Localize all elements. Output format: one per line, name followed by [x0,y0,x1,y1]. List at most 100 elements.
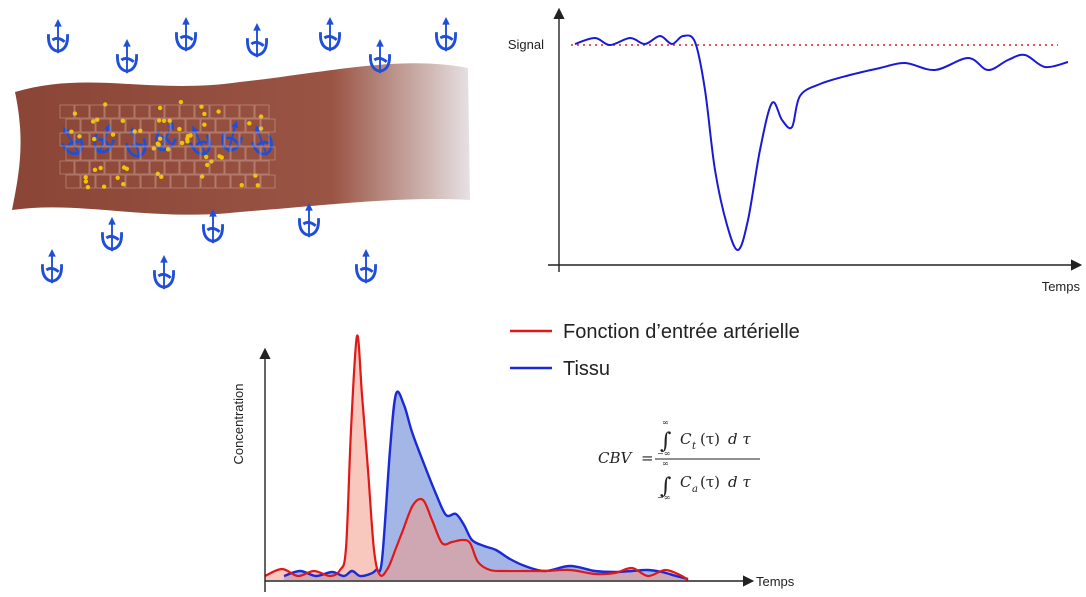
voxel-cell [224,104,240,119]
voxel-cell [119,104,135,119]
numerator-subscript: t [692,441,697,452]
voxel-cell [245,118,261,133]
contrast-particle [85,185,91,190]
legend-label-tissue: Tissu [563,358,610,380]
voxel-cell [215,118,231,133]
numerator-function: C [680,430,692,448]
voxel-cell [104,160,120,175]
voxel-cell [155,174,171,189]
voxel-cell [254,132,270,147]
voxel-cell [110,146,126,161]
voxel-cell [65,118,81,133]
voxel-cell [74,104,90,119]
contrast-particle [121,165,127,170]
voxel-cell [224,160,240,175]
denominator-argument: (τ) [700,473,720,491]
contrast-particle [178,99,184,105]
voxel-cell [185,146,201,161]
contrast-particle [156,118,162,123]
voxel-cell [245,146,261,161]
voxel-cell [134,104,150,119]
voxel-cell [125,146,141,161]
conc-y-label: Concentration [231,384,246,465]
voxel-cell [215,174,231,189]
voxel-cell [239,104,255,119]
spin-vector-icon [297,201,321,239]
voxel-cell [149,104,165,119]
voxel-cell [104,104,120,119]
voxel-cell [164,104,180,119]
spin-vector-icon [100,215,124,253]
spin-vector-icon [174,15,198,53]
voxel-cell [200,174,216,189]
voxel-cell [104,132,120,147]
contrast-particle [98,165,103,171]
voxel-cell [134,132,150,147]
contrast-particle [217,154,222,159]
contrast-particle [157,105,163,111]
spin-vector-icon [245,21,269,59]
voxel-cell [194,132,210,147]
contrast-particle [216,109,221,114]
voxel-cell [119,160,135,175]
spin-vector-icon [354,247,378,285]
voxel-cell [59,160,75,175]
contrast-particle [177,126,182,132]
voxel-cell [74,132,90,147]
voxel-cell [80,118,96,133]
spin-vector-icon [318,15,342,53]
contrast-particle [155,141,160,146]
voxel-cell [164,160,180,175]
voxel-cell [89,132,105,147]
voxel-cell [179,132,195,147]
voxel-cell [209,160,225,175]
voxel-grid [59,104,276,189]
signal-chart: Signal Temps [508,7,1083,294]
voxel-cell [95,146,111,161]
voxel-cell [185,174,201,189]
contrast-particle [115,175,120,180]
contrast-particle [138,128,143,133]
formula-lhs: CBV [598,449,634,467]
contrast-particle [110,132,116,137]
contrast-particle [188,133,193,138]
denominator-function: C [680,473,692,491]
voxel-cell [245,174,261,189]
voxel-cell [200,118,216,133]
denominator-upper-limit: ∞ [662,459,669,468]
legend-label-aif: Fonction d’entrée artérielle [563,321,800,343]
voxel-cell [65,174,81,189]
contrast-particle [121,182,126,187]
voxel-cell [179,104,195,119]
aif-curve [264,334,689,581]
voxel-cell [134,160,150,175]
voxel-cell [140,174,156,189]
conc-x-label: Temps [756,574,795,589]
spin-vector-icon [152,253,176,291]
tissue-panel [12,15,470,291]
voxel-cell [230,118,246,133]
voxel-cell [194,160,210,175]
voxel-cell [155,118,171,133]
contrast-particle [83,179,89,184]
legend: Fonction d’entrée artérielle Tissu [510,321,800,380]
cbv-formula: CBV = ∫ ∞ −∞ C t (τ) d τ ∫ ∞ −∞ C a (τ) … [598,418,760,502]
denominator-integral: ∫ [660,474,672,499]
voxel-cell [59,104,75,119]
contrast-particle [255,183,260,188]
voxel-cell [170,146,186,161]
contrast-particle [202,111,207,117]
spin-vector-icon [368,37,392,75]
numerator-upper-limit: ∞ [662,418,669,427]
voxel-cell [110,118,126,133]
voxel-cell [254,160,270,175]
contrast-particle [247,121,252,126]
formula-equals: = [641,449,654,467]
contrast-particle [204,154,209,160]
concentration-chart: Concentration Temps [231,334,795,592]
voxel-cell [254,104,270,119]
contrast-particles [69,99,264,190]
contrast-particle [120,118,126,124]
voxel-cell [89,160,105,175]
